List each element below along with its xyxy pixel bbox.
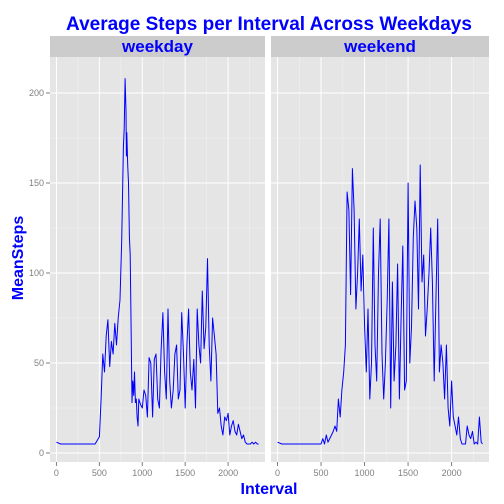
series-line-weekend (277, 164, 483, 445)
chart-panels: weekday weekend (50, 36, 489, 462)
x-axis-label: Interval (241, 481, 298, 498)
y-tick-label: 200 (29, 88, 44, 98)
y-tick-label: 100 (29, 268, 44, 278)
y-axis: 0 50 100 150 200 (29, 88, 50, 458)
y-tick-label: 50 (34, 358, 44, 368)
strip-background (50, 36, 265, 57)
y-axis-label: MeanSteps (10, 216, 27, 301)
x-axes: 0 500 1000 1500 2000 0 500 1000 1500 2000 (54, 462, 462, 478)
series-line-weekday (56, 78, 259, 445)
y-tick-label: 0 (39, 448, 44, 458)
x-tick-label: 2000 (218, 468, 238, 478)
chart-title: Average Steps per Interval Across Weekda… (66, 14, 472, 35)
plot-background (50, 57, 265, 462)
strip-background (271, 36, 489, 57)
panel-weekend: weekend (271, 36, 489, 462)
x-tick-label: 1500 (175, 468, 195, 478)
panel-weekday: weekday (50, 36, 265, 462)
x-tick-label: 0 (275, 468, 280, 478)
x-tick-label: 500 (314, 468, 329, 478)
y-tick-label: 150 (29, 178, 44, 188)
x-tick-label: 1000 (132, 468, 152, 478)
x-tick-label: 500 (92, 468, 107, 478)
strip-label: weekend (343, 37, 416, 56)
strip-label: weekday (121, 37, 193, 56)
x-tick-label: 1000 (355, 468, 375, 478)
x-tick-label: 2000 (442, 468, 462, 478)
plot-background (271, 57, 489, 462)
x-tick-label: 1500 (398, 468, 418, 478)
x-tick-label: 0 (54, 468, 59, 478)
